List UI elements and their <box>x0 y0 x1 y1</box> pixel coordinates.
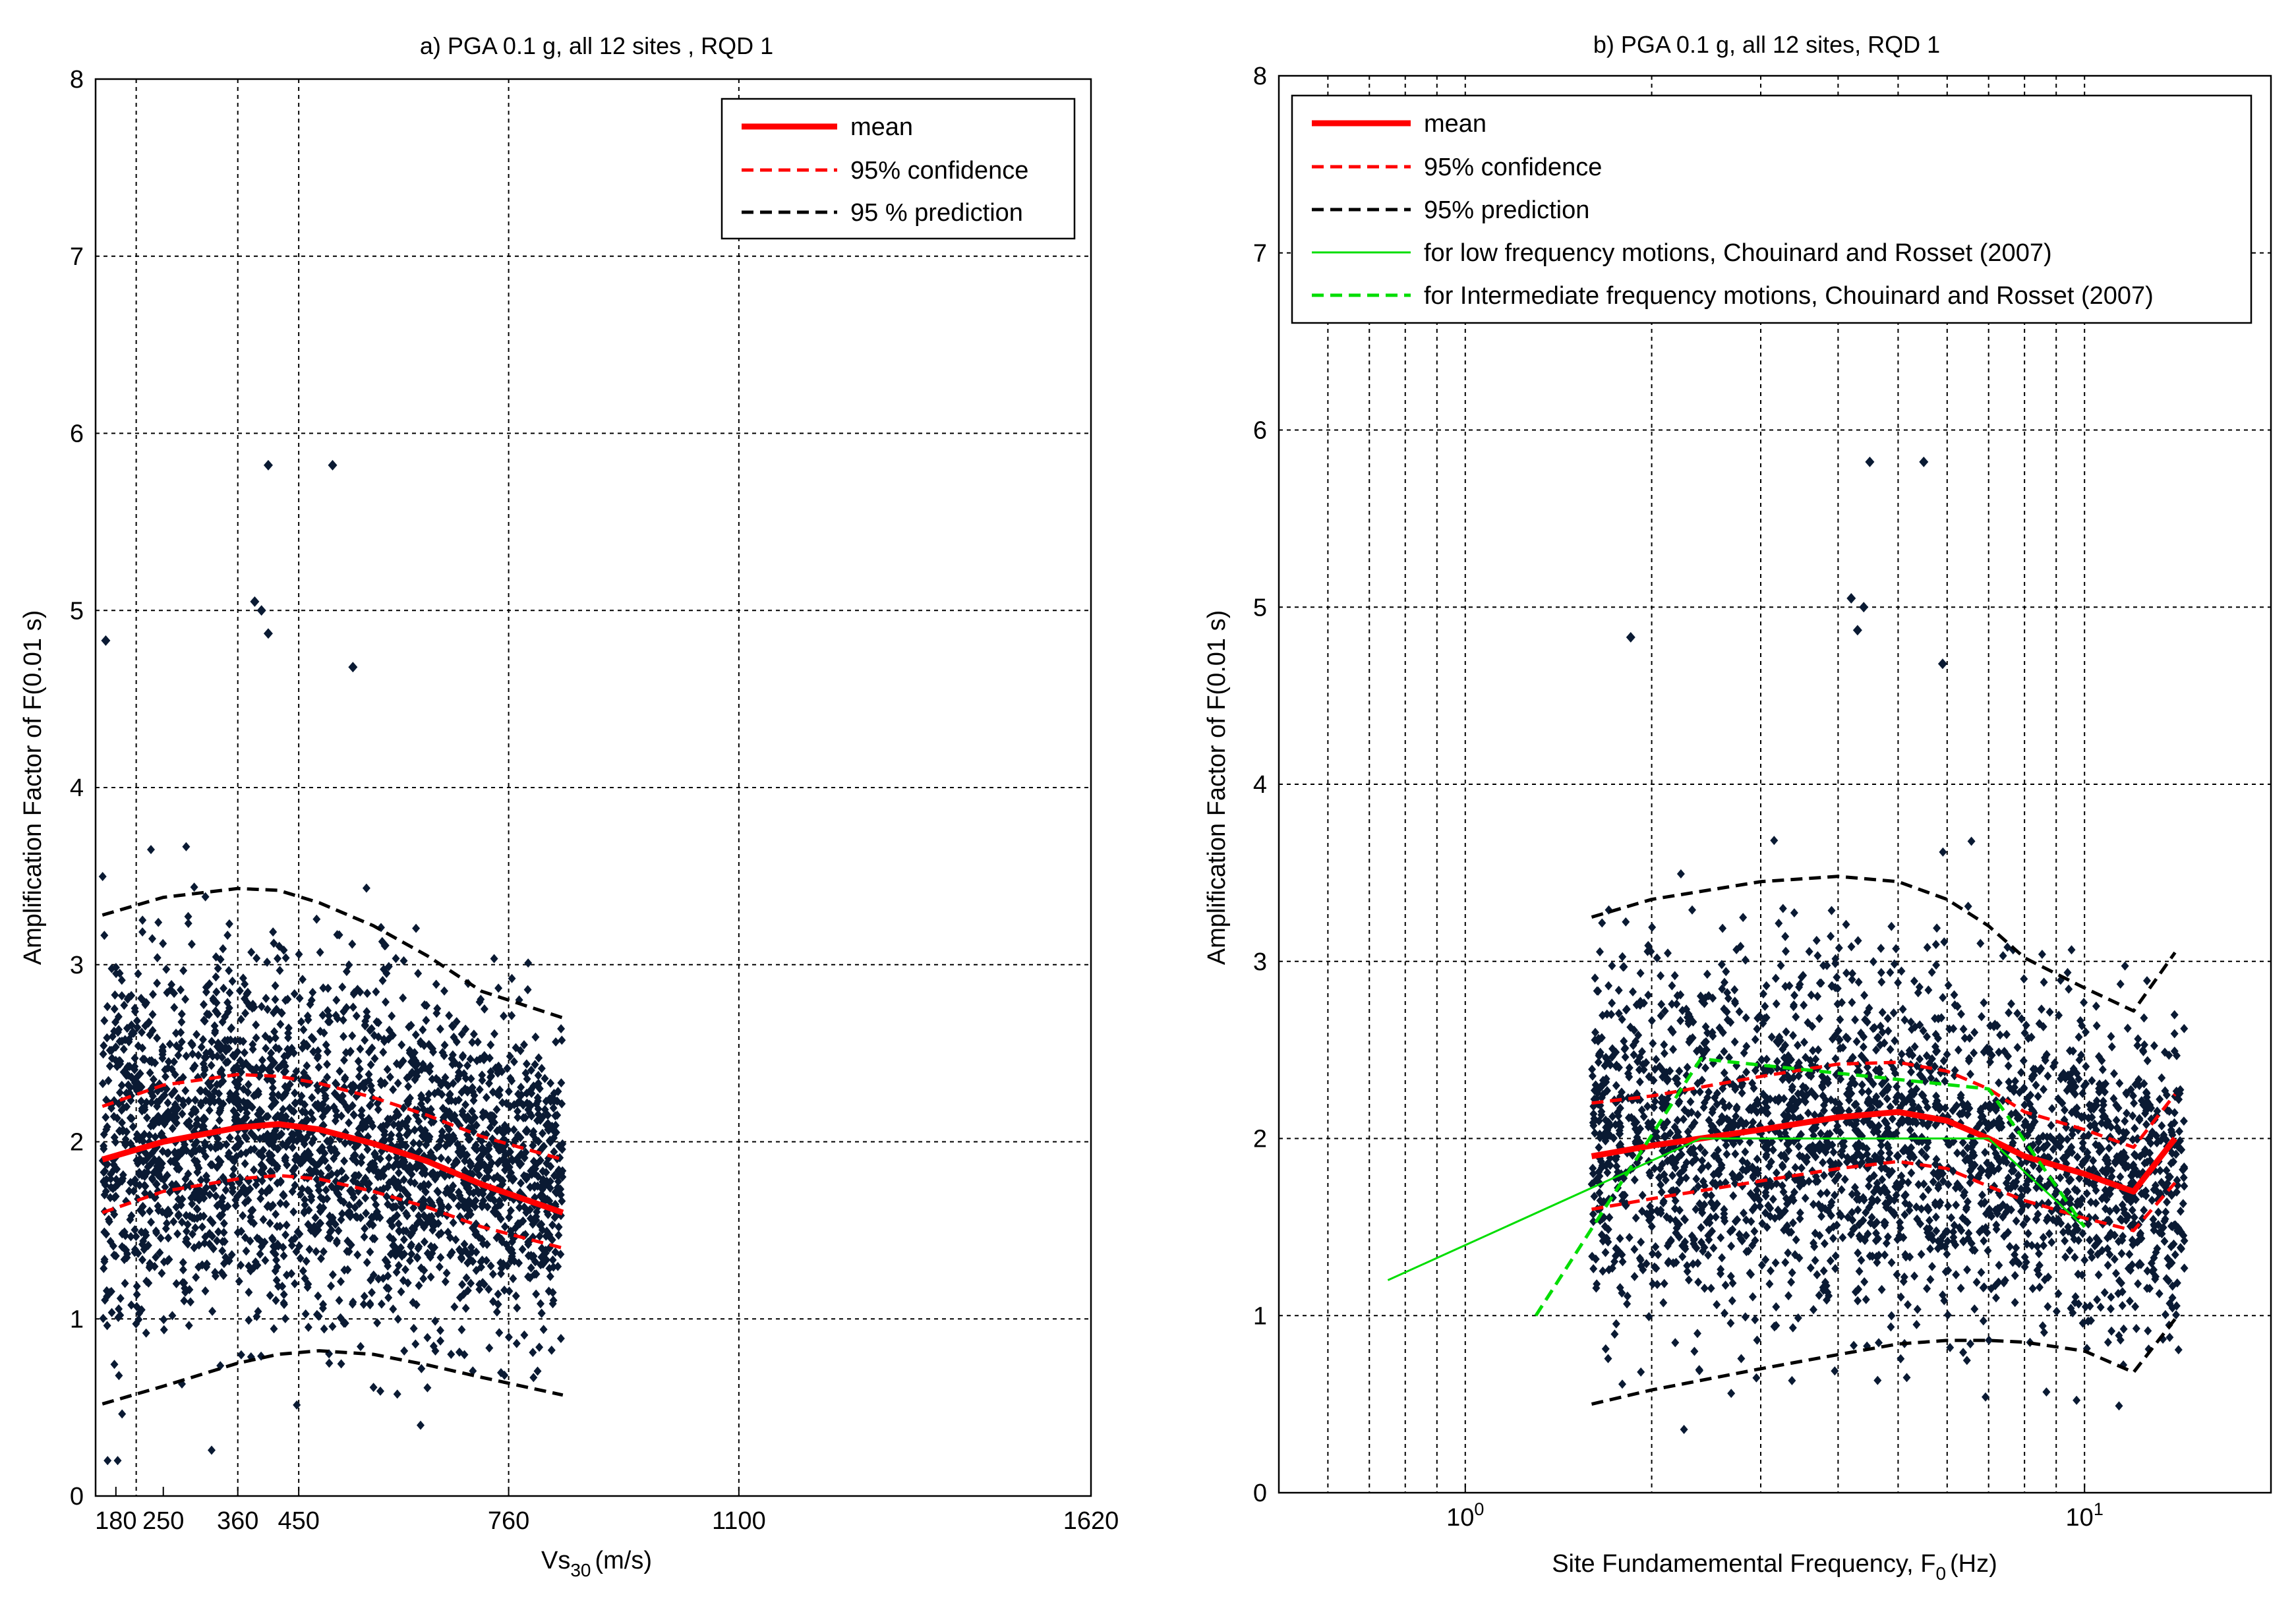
ytick-label: 8 <box>70 66 84 94</box>
ytick-label: 4 <box>1253 771 1267 799</box>
ytick-label: 6 <box>1253 417 1267 445</box>
series-line-mean <box>1591 1108 2178 1195</box>
chart-a-title: a) PGA 0.1 g, all 12 sites , RQD 1 <box>420 32 773 59</box>
xtick-label: 760 <box>488 1507 529 1535</box>
xtick-label: 100 <box>1446 1499 1484 1532</box>
xtick-label: 101 <box>2066 1499 2104 1532</box>
chart-a-frame <box>94 78 1092 1497</box>
chart-a-ylabel: Amplification Factor of F(0.01 s) <box>19 610 47 965</box>
ytick-label: 5 <box>1253 594 1267 621</box>
series-line-for-intermediate-frequency-motions-chouinard-and-rosset-2007 <box>1534 1057 2086 1317</box>
ytick-label: 1 <box>1253 1302 1267 1330</box>
ytick-label: 3 <box>70 952 84 979</box>
legend-a-confidence: 95% confidence <box>850 157 1028 185</box>
legend-b-mean: mean <box>1424 110 1487 138</box>
legend-b-prediction: 95% prediction <box>1424 196 1589 224</box>
chart-a-scatter <box>98 459 567 1466</box>
ytick-label: 5 <box>70 597 84 625</box>
legend-a-prediction: 95 % prediction <box>850 199 1023 227</box>
scatter-outlier <box>256 605 266 616</box>
xtick-label: 1620 <box>1063 1507 1119 1535</box>
scatter-points <box>1587 836 2189 1434</box>
scatter-outlier <box>263 459 273 471</box>
series-line-95-confidence-upper <box>102 1072 564 1161</box>
chart-a-xlabel: Vs30 (m/s) <box>541 1547 652 1580</box>
ytick-label: 3 <box>1253 948 1267 976</box>
ytick-label: 0 <box>1253 1480 1267 1507</box>
chart-b-xlabel: Site Fundamemental Frequency, F0 (Hz) <box>1552 1550 1997 1584</box>
chart-a-lines <box>102 886 564 1406</box>
scatter-outlier <box>1859 602 1869 613</box>
panel-b: b) PGA 0.1 g, all 12 sites, RQD 1 0 1 2 3 4 5… <box>1203 31 2272 1584</box>
chart-b-frame <box>1278 74 2272 1494</box>
chart-b-lines <box>1387 875 2178 1406</box>
scatter-outlier <box>101 635 111 646</box>
ytick-label: 8 <box>1253 63 1267 90</box>
chart-a-legend: mean 95% confidence 95 % prediction <box>721 98 1076 240</box>
ytick-label: 0 <box>70 1483 84 1511</box>
scatter-outlier <box>1626 631 1635 643</box>
scatter-outlier <box>328 459 338 471</box>
series-line-95-confidence-lower <box>1591 1159 2177 1232</box>
scatter-outlier <box>1865 456 1875 467</box>
scatter-outlier <box>263 628 273 639</box>
scatter-outlier <box>1852 625 1862 636</box>
legend-b-intermediate-freq: for Intermediate frequency motions, Chou… <box>1424 282 2154 310</box>
series-line-95-confidence-upper <box>1591 1060 2177 1149</box>
chart-b-legend-box <box>1291 94 2252 324</box>
ytick-label: 2 <box>1253 1126 1267 1153</box>
chart-b-scatter <box>1587 456 2189 1434</box>
chart-b-title: b) PGA 0.1 g, all 12 sites, RQD 1 <box>1593 31 1940 58</box>
ytick-label: 7 <box>1253 240 1267 268</box>
series-line-95-prediction-upper <box>1591 875 2177 1013</box>
series-line-95-prediction-lower <box>102 1349 564 1406</box>
xtick-label: 360 <box>217 1507 258 1535</box>
chart-b-ticks: 0 1 2 3 4 5 6 7 8 100 101 <box>1253 63 2104 1532</box>
scatter-outlier <box>1937 658 1947 670</box>
series-line-mean <box>102 1121 564 1216</box>
scatter-points <box>98 842 567 1466</box>
legend-a-mean: mean <box>850 113 913 141</box>
chart-a-grid <box>96 79 1092 1496</box>
series-line-95-prediction-lower <box>1591 1318 2177 1406</box>
panel-a: a) PGA 0.1 g, all 12 sites , RQD 1 0 1 2 3 4… <box>19 32 1119 1580</box>
series-line-for-low-frequency-motions-chouinard-and-rosset-2007 <box>1387 1137 2086 1281</box>
chart-b-legend: mean 95% confidence 95% prediction for l… <box>1291 94 2252 324</box>
series-line-95-confidence-lower <box>102 1174 564 1250</box>
ytick-label: 6 <box>70 420 84 448</box>
chart-a-ticks: 0 1 2 3 4 5 6 7 8 180 250 360 450 760 1100 1620 <box>70 66 1119 1535</box>
scatter-outlier <box>250 596 260 607</box>
xtick-label: 450 <box>278 1507 319 1535</box>
series-line-95-prediction-upper <box>102 886 564 1020</box>
ytick-label: 2 <box>70 1129 84 1157</box>
scatter-outlier <box>1846 592 1856 604</box>
ytick-label: 4 <box>70 774 84 802</box>
xtick-label: 180 <box>95 1507 136 1535</box>
scatter-outlier <box>1919 456 1929 467</box>
legend-b-low-freq: for low frequency motions, Chouinard and… <box>1424 239 2052 267</box>
ytick-label: 1 <box>70 1306 84 1333</box>
legend-b-confidence: 95% confidence <box>1424 154 1602 181</box>
xtick-label: 250 <box>142 1507 184 1535</box>
scatter-outlier <box>348 662 358 673</box>
chart-b-ylabel: Amplification Factor of F(0.01 s) <box>1203 610 1231 965</box>
xtick-label: 1100 <box>712 1507 766 1535</box>
ytick-label: 7 <box>70 243 84 271</box>
